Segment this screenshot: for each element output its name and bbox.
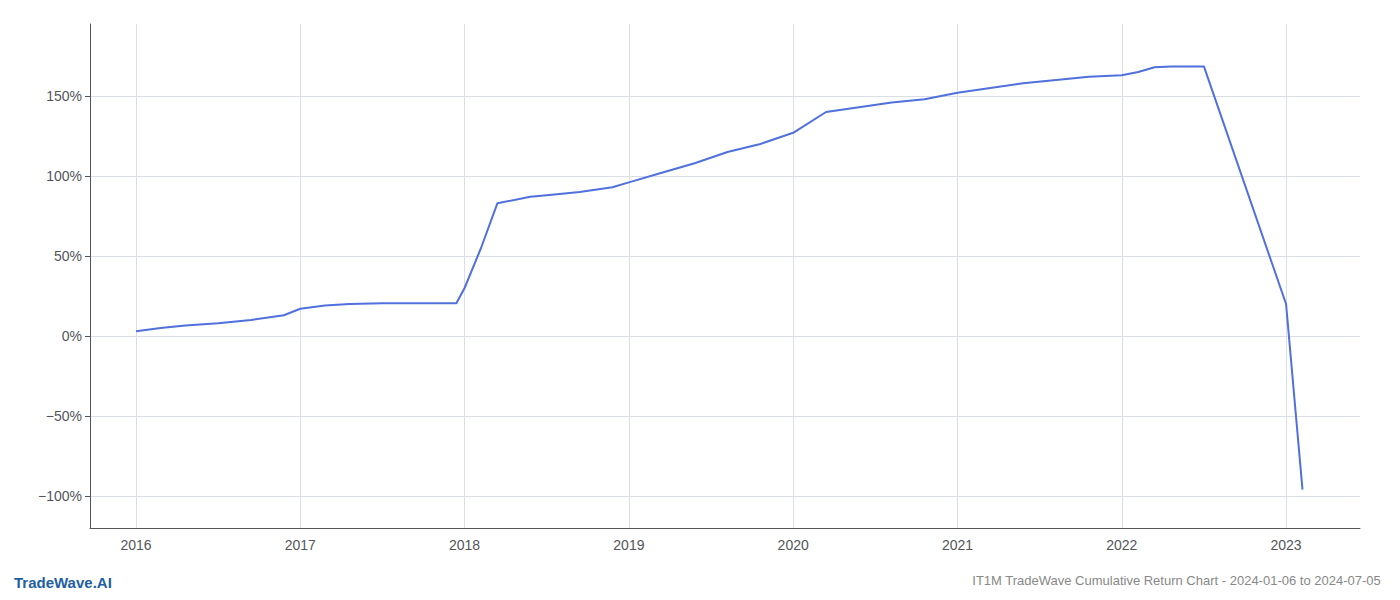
svg-text:0%: 0% — [62, 328, 82, 344]
svg-text:100%: 100% — [46, 168, 82, 184]
svg-text:2022: 2022 — [1106, 537, 1137, 553]
svg-text:2017: 2017 — [285, 537, 316, 553]
svg-text:2016: 2016 — [120, 537, 151, 553]
svg-text:−50%: −50% — [46, 408, 82, 424]
svg-text:TradeWave.AI: TradeWave.AI — [14, 574, 112, 591]
svg-text:2018: 2018 — [449, 537, 480, 553]
svg-text:150%: 150% — [46, 88, 82, 104]
svg-text:50%: 50% — [54, 248, 82, 264]
svg-text:IT1M TradeWave Cumulative Retu: IT1M TradeWave Cumulative Return Chart -… — [972, 573, 1380, 588]
svg-text:2023: 2023 — [1270, 537, 1301, 553]
svg-text:−100%: −100% — [38, 488, 82, 504]
svg-text:2021: 2021 — [942, 537, 973, 553]
svg-text:2020: 2020 — [778, 537, 809, 553]
svg-text:2019: 2019 — [613, 537, 644, 553]
